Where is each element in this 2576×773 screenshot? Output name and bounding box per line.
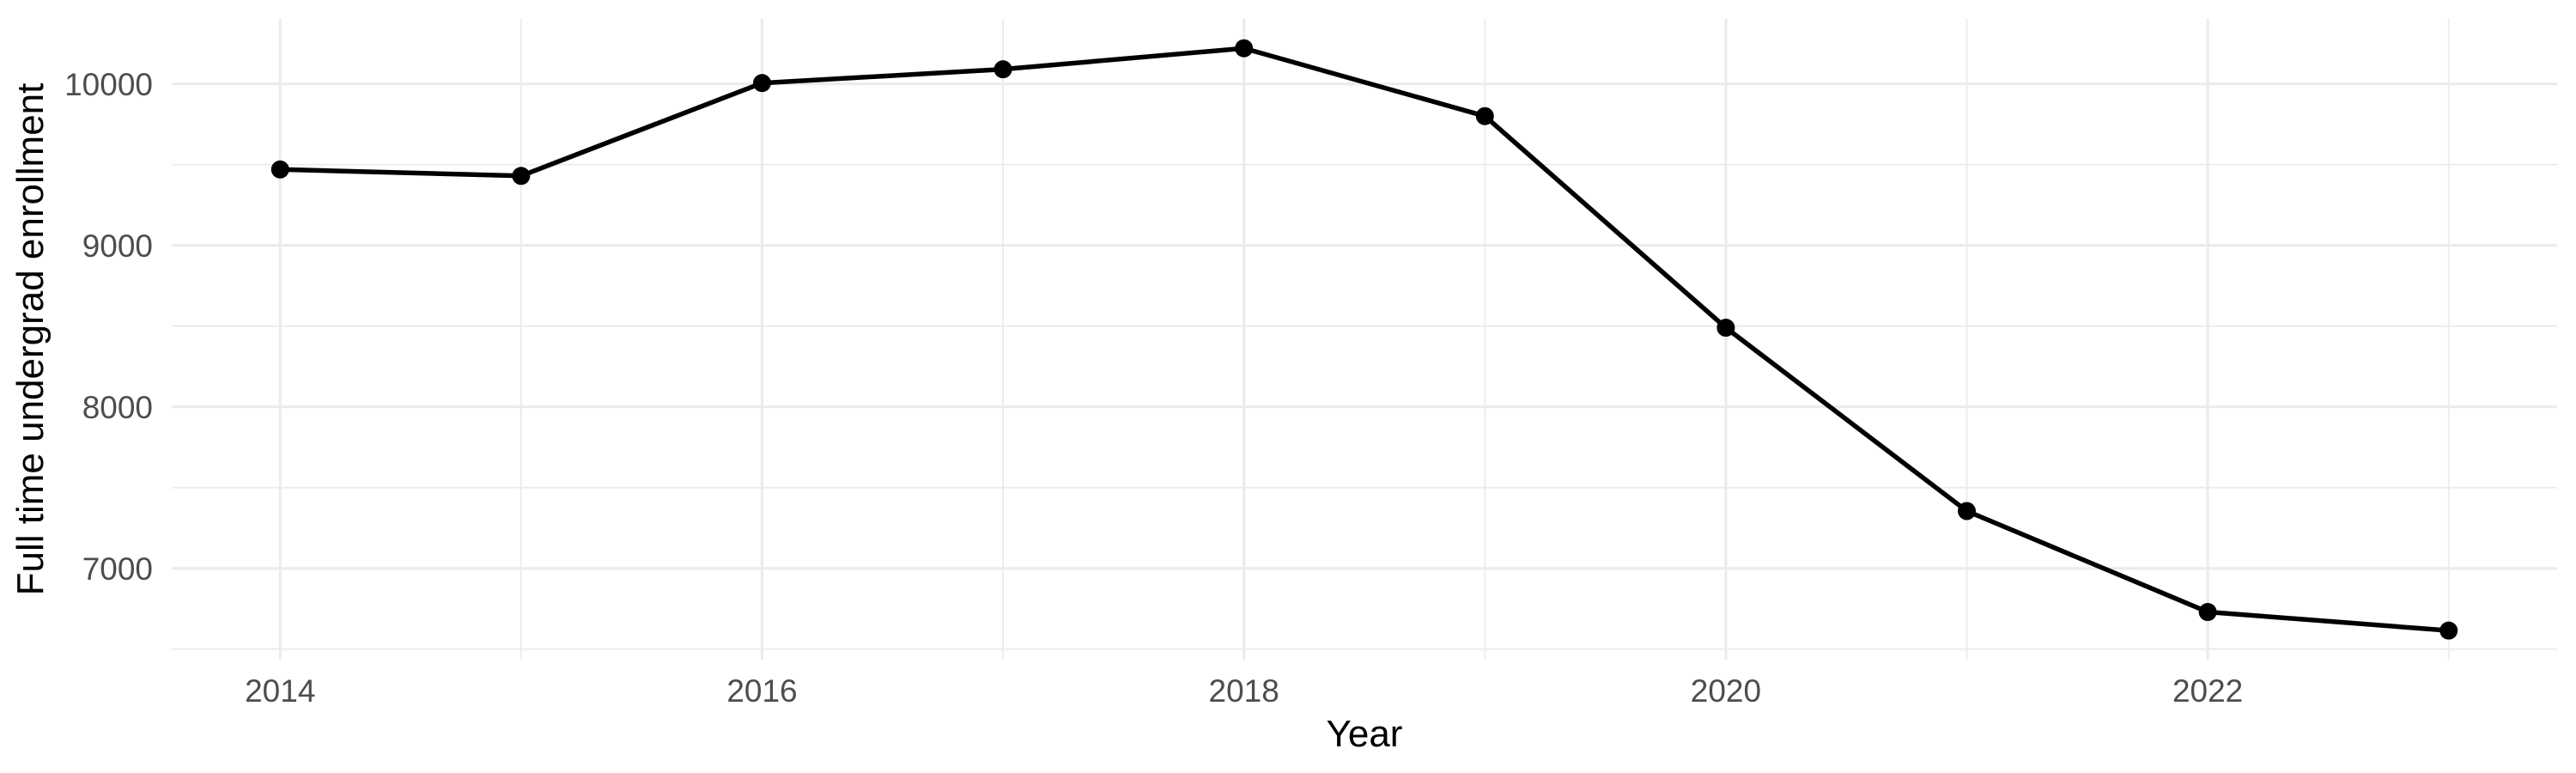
x-tick-label: 2020 xyxy=(1691,673,1761,709)
y-tick-label: 8000 xyxy=(82,390,153,425)
x-axis-title: Year xyxy=(1326,713,1403,755)
x-tick-label: 2014 xyxy=(245,673,315,709)
data-point xyxy=(1958,502,1977,520)
y-tick-label: 7000 xyxy=(82,551,153,587)
data-point xyxy=(270,160,289,179)
data-point xyxy=(752,74,771,93)
x-tick-label: 2022 xyxy=(2172,673,2243,709)
data-point xyxy=(1716,319,1735,338)
y-tick-label: 9000 xyxy=(82,228,153,264)
data-point xyxy=(2439,621,2458,640)
data-point xyxy=(1235,39,1254,58)
data-point xyxy=(2198,603,2217,622)
y-axis-title: Full time undergrad enrollment xyxy=(9,82,52,596)
data-point xyxy=(993,60,1012,79)
data-point xyxy=(1475,107,1494,125)
x-tick-label: 2016 xyxy=(726,673,797,709)
data-point xyxy=(512,167,531,186)
trend-line xyxy=(280,46,2449,633)
x-tick-label: 2018 xyxy=(1209,673,1279,709)
y-tick-label: 10000 xyxy=(64,67,153,102)
